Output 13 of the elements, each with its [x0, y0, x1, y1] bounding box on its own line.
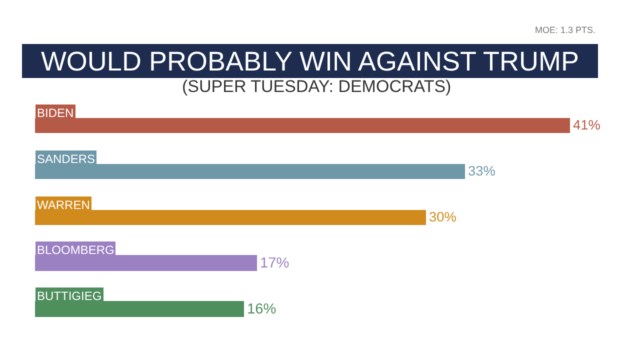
y-tick-label: WARREN [37, 198, 90, 212]
y-tick-label: SANDERS [37, 152, 96, 166]
chart-title: WOULD PROBABLY WIN AGAINST TRUMP [40, 46, 580, 76]
y-tick-label: BLOOMBERG [37, 243, 114, 257]
y-tick-label: BIDEN [37, 106, 74, 120]
chart-subtitle: (SUPER TUESDAY: DEMOCRATS) [182, 77, 452, 96]
data-label: 17% [260, 256, 290, 272]
data-label: 41% [573, 118, 600, 133]
y-tick-label: BUTTIGIEG [37, 289, 102, 303]
data-label: 33% [468, 164, 496, 179]
data-label: 30% [429, 210, 456, 225]
data-label: 16% [247, 302, 276, 318]
text: MOE: 1.3 PTS. [535, 25, 596, 35]
